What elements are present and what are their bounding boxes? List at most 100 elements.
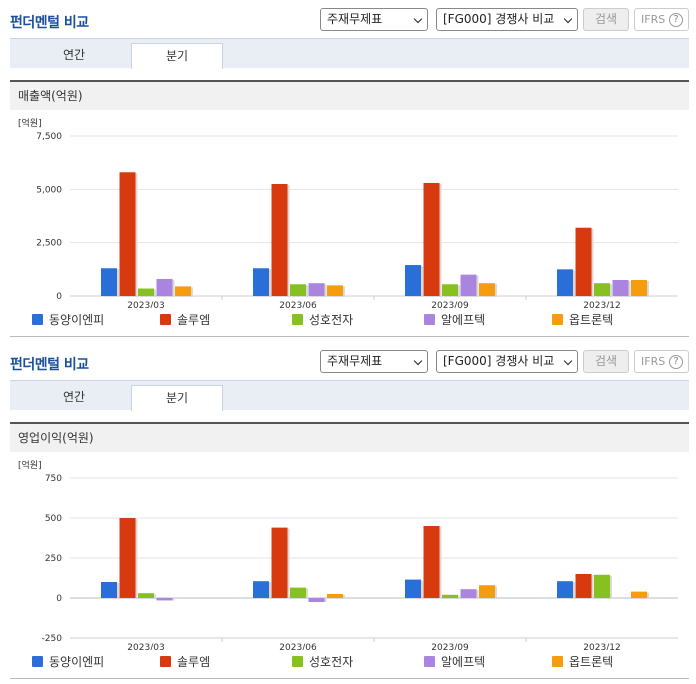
compare-group-value: [FG000] 경쟁사 비교 (443, 12, 555, 26)
help-icon: ? (669, 355, 683, 369)
bar-솔루엠 (423, 526, 440, 598)
legend-swatch (424, 656, 435, 667)
chevron-down-icon (413, 356, 423, 366)
section-title: 영업이익(억원) (10, 422, 689, 452)
panel-title: 펀더멘털 비교 (10, 357, 89, 373)
bar-동양이엔피 (101, 582, 117, 598)
bar-동양이엔피 (253, 581, 269, 598)
legend-label: 솔루엠 (177, 655, 211, 669)
x-tick-label: 2023/09 (431, 301, 469, 308)
bar-옵트론텍 (175, 286, 191, 296)
bar-솔루엠 (271, 184, 288, 296)
compare-group-select[interactable]: [FG000] 경쟁사 비교 (436, 350, 578, 373)
bar-성호전자 (290, 284, 306, 296)
report-type-select[interactable]: 주재무제표 (320, 8, 428, 31)
bar-옵트론텍 (631, 591, 647, 598)
bar-동양이엔피 (101, 268, 117, 296)
legend-item[interactable]: 성호전자 (292, 652, 353, 672)
legend-item[interactable]: 성호전자 (292, 310, 353, 330)
compare-group-select[interactable]: [FG000] 경쟁사 비교 (436, 8, 578, 31)
chart-legend: 동양이엔피 솔루엠 성호전자 알에프텍 옵트론텍 (10, 652, 689, 672)
panel-title: 펀더멘털 비교 (10, 15, 89, 31)
bar-알에프텍 (460, 589, 477, 598)
report-type-value: 주재무제표 (327, 354, 383, 368)
bar-성호전자 (442, 594, 458, 598)
search-button[interactable]: 검색 (583, 8, 629, 31)
legend-swatch (292, 314, 303, 325)
section-title: 매출액(억원) (10, 80, 689, 110)
bar-솔루엠 (575, 227, 592, 296)
legend-label: 성호전자 (309, 655, 354, 669)
legend-item[interactable]: 옵트론텍 (552, 310, 613, 330)
legend-label: 성호전자 (309, 313, 354, 327)
legend-swatch (32, 314, 43, 325)
y-tick-label: 750 (45, 474, 62, 484)
y-tick-label: 500 (45, 514, 62, 524)
legend-swatch (160, 314, 171, 325)
bar-알에프텍 (460, 274, 477, 296)
fundamental-panel-operating-profit: 펀더멘털 비교 주재무제표 [FG000] 경쟁사 비교 검색 IFRS ? 연… (0, 342, 696, 684)
tab-annual[interactable]: 연간 (62, 48, 86, 62)
chart-legend: 동양이엔피 솔루엠 성호전자 알에프텍 옵트론텍 (10, 310, 689, 330)
legend-item[interactable]: 옵트론텍 (552, 652, 613, 672)
revenue-chart-svg: [억원] 0 2,500 5,000 7,500 2023/03 2023/06 2023/0… (18, 117, 678, 308)
bar-알에프텍 (156, 598, 173, 601)
y-tick-label: 0 (56, 292, 62, 302)
report-type-select[interactable]: 주재무제표 (320, 350, 428, 373)
bar-동양이엔피 (253, 268, 269, 296)
x-tick-label: 2023/09 (431, 643, 469, 650)
legend-label: 옵트론텍 (569, 313, 614, 327)
legend-item[interactable]: 솔루엠 (160, 310, 210, 330)
chevron-down-icon (413, 14, 423, 24)
bar-옵트론텍 (631, 280, 647, 296)
report-type-value: 주재무제표 (327, 12, 383, 26)
legend-swatch (424, 314, 435, 325)
period-tabs: 연간 분기 (10, 380, 689, 411)
operating-profit-chart-svg: [억원] -250 0 250 500 750 2023/03 2023/06 2023/09 2… (18, 459, 678, 650)
legend-item[interactable]: 솔루엠 (160, 652, 210, 672)
bar-옵트론텍 (479, 283, 495, 296)
bar-동양이엔피 (557, 269, 573, 296)
bar-알에프텍 (156, 278, 173, 296)
y-tick-label: -250 (42, 634, 63, 644)
legend-label: 알에프텍 (441, 313, 486, 327)
chevron-down-icon (563, 356, 573, 366)
fundamental-panel-revenue: 펀더멘털 비교 주재무제표 [FG000] 경쟁사 비교 검색 IFRS ? 연… (10, 8, 689, 337)
legend-swatch (292, 656, 303, 667)
search-button[interactable]: 검색 (583, 350, 629, 373)
legend-label: 동양이엔피 (49, 655, 105, 669)
bar-성호전자 (442, 284, 458, 296)
bar-성호전자 (138, 288, 154, 296)
legend-item[interactable]: 알에프텍 (424, 652, 485, 672)
bar-알에프텍 (308, 283, 325, 296)
ifrs-help-button[interactable]: IFRS ? (634, 350, 689, 373)
compare-group-value: [FG000] 경쟁사 비교 (443, 354, 555, 368)
bar-옵트론텍 (327, 285, 343, 296)
bar-동양이엔피 (405, 265, 421, 296)
ifrs-label: IFRS (641, 13, 666, 26)
x-tick-label: 2023/03 (127, 301, 164, 308)
help-icon: ? (669, 13, 683, 27)
legend-label: 동양이엔피 (49, 313, 105, 327)
bar-성호전자 (138, 593, 154, 598)
legend-item[interactable]: 동양이엔피 (32, 310, 104, 330)
tab-quarterly[interactable]: 분기 (131, 385, 223, 411)
unit-label: [억원] (18, 459, 42, 471)
y-tick-label: 0 (56, 594, 62, 604)
ifrs-label: IFRS (641, 355, 666, 368)
legend-label: 솔루엠 (177, 313, 211, 327)
tab-quarterly[interactable]: 분기 (131, 43, 223, 69)
legend-label: 옵트론텍 (569, 655, 614, 669)
revenue-bar-chart: [억원] 0 2,500 5,000 7,500 2023/03 2023/06 2023/0… (10, 112, 689, 308)
bar-솔루엠 (271, 527, 288, 598)
unit-label: [억원] (18, 117, 42, 129)
ifrs-help-button[interactable]: IFRS ? (634, 8, 689, 31)
tab-annual[interactable]: 연간 (62, 390, 86, 404)
x-tick-label: 2023/12 (583, 643, 620, 650)
bar-동양이엔피 (557, 581, 573, 598)
legend-item[interactable]: 동양이엔피 (32, 652, 104, 672)
x-tick-label: 2023/12 (583, 301, 620, 308)
bar-성호전자 (594, 283, 610, 296)
bar-솔루엠 (423, 182, 440, 296)
legend-item[interactable]: 알에프텍 (424, 310, 485, 330)
